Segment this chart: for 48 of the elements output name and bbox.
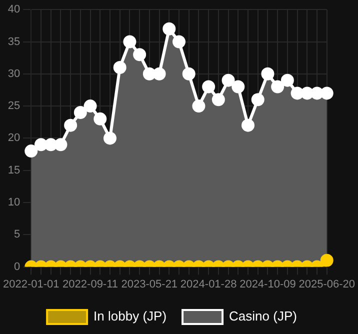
point [133,48,146,62]
point [310,86,324,100]
point [74,106,87,119]
point [261,67,274,80]
point [152,67,166,80]
point [251,93,264,106]
point [34,138,48,152]
x-tick-label: 2022-09-11 [62,278,118,290]
point [172,35,186,48]
point [222,74,235,87]
point [64,118,78,132]
point [103,132,116,145]
point [94,112,107,126]
x-tick-label: 2024-10-09 [240,278,296,290]
y-tick-label: 5 [14,228,20,241]
point [182,67,196,80]
x-tick-label: 2024-01-28 [180,278,237,290]
point [84,100,97,113]
y-tick-label: 0 [14,260,20,273]
point [44,138,58,152]
point [113,60,126,74]
point [290,86,304,100]
point [212,93,225,106]
x-tick-label: 2022-01-01 [2,278,60,290]
point [54,138,68,152]
point [242,118,255,132]
y-tick-label: 25 [8,100,20,112]
point [300,86,314,100]
point [202,80,216,94]
x-tick-label: 2023-05-21 [121,278,178,290]
y-tick-label: 20 [8,132,20,144]
x-tick-label: 2025-06-20 [298,278,356,290]
legend-label: Casino (JP) [229,308,297,324]
point [320,86,334,100]
point [123,35,136,48]
y-tick-label: 30 [8,68,20,80]
point [280,74,294,87]
y-tick-label: 35 [8,36,20,48]
point [192,100,206,113]
point [271,80,284,94]
legend-label: In lobby (JP) [94,308,167,324]
y-tick-label: 40 [8,4,20,16]
point [232,80,245,94]
point [142,67,156,80]
point [24,144,38,158]
y-tick-label: 10 [8,196,20,209]
point [162,22,176,36]
y-tick-label: 15 [8,164,20,176]
